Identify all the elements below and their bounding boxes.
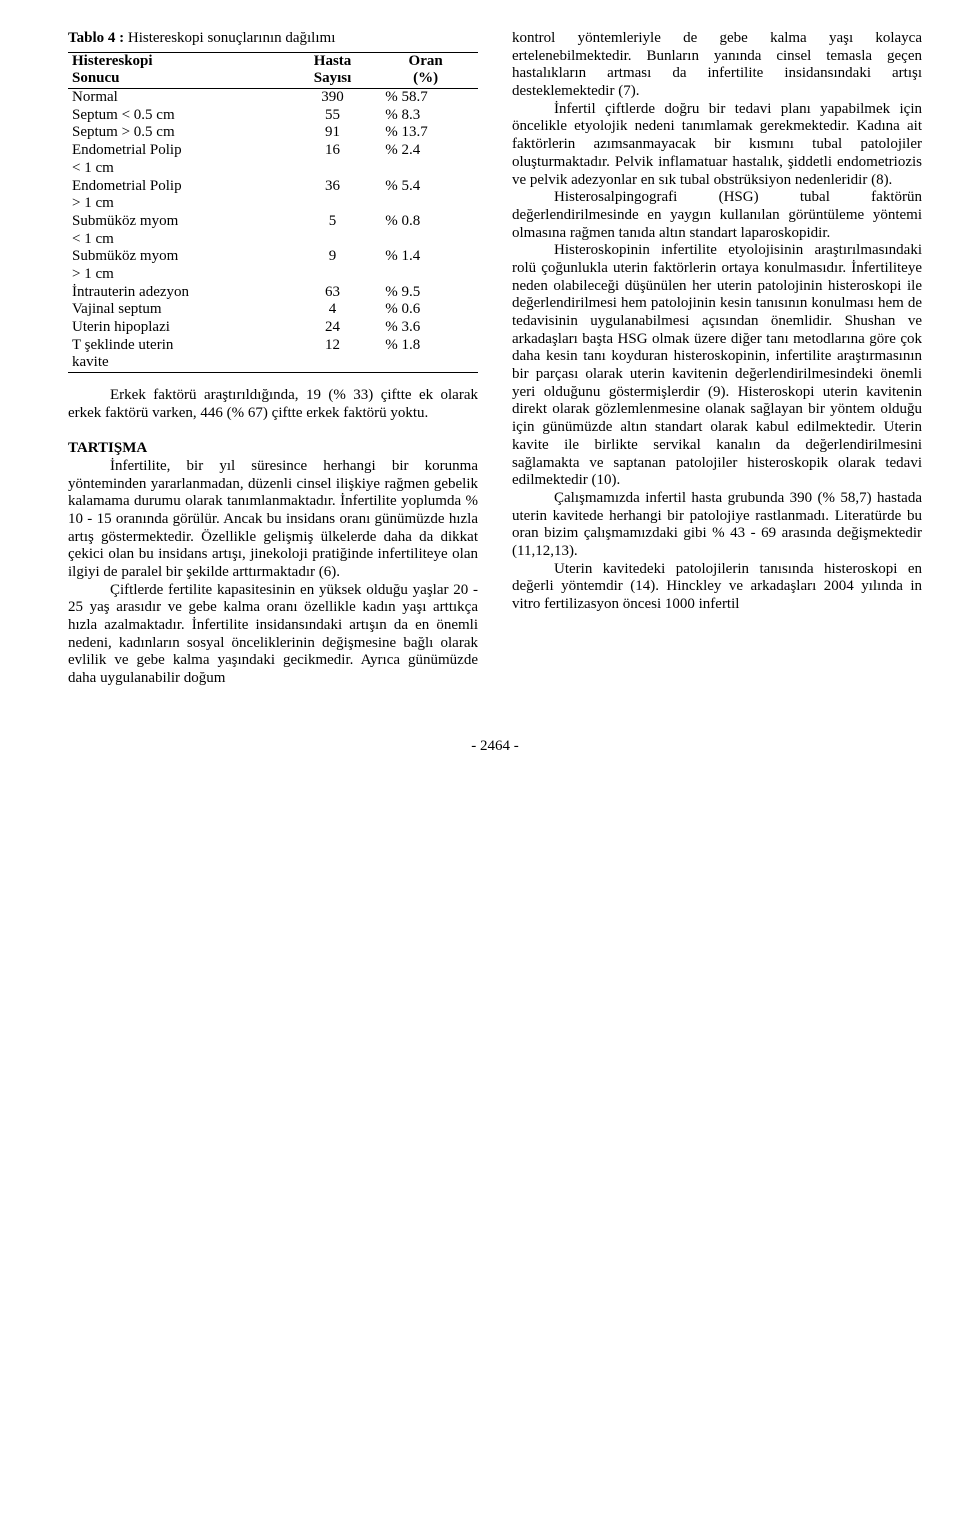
cell-label: > 1 cm [68, 195, 292, 213]
cell-label: Submüköz myom [68, 248, 292, 266]
cell-n: 12 [292, 337, 373, 355]
table-row: Septum < 0.5 cm55% 8.3 [68, 107, 478, 125]
table-row: > 1 cm [68, 266, 478, 284]
left-column: Tablo 4 : Histereskopi sonuçlarının dağı… [68, 30, 478, 688]
table-row: Submüköz myom5% 0.8 [68, 213, 478, 231]
cell-label: > 1 cm [68, 266, 292, 284]
cell-label: Normal [68, 89, 292, 107]
cell-label: Submüköz myom [68, 213, 292, 231]
cell-n [292, 160, 373, 178]
cell-pct: % 58.7 [373, 89, 478, 107]
cell-pct: % 1.4 [373, 248, 478, 266]
cell-n: 390 [292, 89, 373, 107]
right-column: kontrol yöntemleriyle de gebe kalma yaşı… [512, 30, 922, 688]
table-row: Septum > 0.5 cm91% 13.7 [68, 124, 478, 142]
cell-pct: % 0.8 [373, 213, 478, 231]
table-row: < 1 cm [68, 160, 478, 178]
cell-pct: % 8.3 [373, 107, 478, 125]
para-r2: İnfertil çiftlerde doğru bir tedavi plan… [512, 101, 922, 189]
para-r4: Histeroskopinin infertilite etyolojisini… [512, 242, 922, 490]
cell-pct [373, 231, 478, 249]
table-row: İntrauterin adezyon63% 9.5 [68, 284, 478, 302]
cell-label: Septum < 0.5 cm [68, 107, 292, 125]
th-result-1: Histereskopi [68, 53, 292, 71]
th-count-2: Sayısı [292, 70, 373, 88]
cell-n: 36 [292, 178, 373, 196]
table-row: Vajinal septum4% 0.6 [68, 301, 478, 319]
cell-n: 16 [292, 142, 373, 160]
table4: Histereskopi Hasta Oran Sonucu Sayısı (%… [68, 52, 478, 373]
table-row: Uterin hipoplazi24% 3.6 [68, 319, 478, 337]
cell-n: 63 [292, 284, 373, 302]
cell-pct: % 1.8 [373, 337, 478, 355]
table-row: T şeklinde uterin12% 1.8 [68, 337, 478, 355]
cell-n: 24 [292, 319, 373, 337]
table-row: > 1 cm [68, 195, 478, 213]
th-count-1: Hasta [292, 53, 373, 71]
cell-pct: % 3.6 [373, 319, 478, 337]
cell-pct [373, 266, 478, 284]
cell-pct [373, 354, 478, 372]
cell-pct: % 2.4 [373, 142, 478, 160]
cell-n: 55 [292, 107, 373, 125]
cell-n [292, 231, 373, 249]
cell-n [292, 266, 373, 284]
cell-label: < 1 cm [68, 231, 292, 249]
table-row: Normal390% 58.7 [68, 89, 478, 107]
para-r6: Uterin kavitedeki patolojilerin tanısınd… [512, 561, 922, 614]
table-row: Endometrial Polip16% 2.4 [68, 142, 478, 160]
cell-label: Endometrial Polip [68, 178, 292, 196]
cell-pct [373, 195, 478, 213]
table-row: Endometrial Polip36% 5.4 [68, 178, 478, 196]
table4-caption-text: Histereskopi sonuçlarının dağılımı [124, 30, 335, 46]
table4-caption: Tablo 4 : Histereskopi sonuçlarının dağı… [68, 30, 478, 48]
cell-pct [373, 160, 478, 178]
para-r3: Histerosalpingografi (HSG) tubal faktörü… [512, 189, 922, 242]
th-pct-2: (%) [373, 70, 478, 88]
cell-label: Septum > 0.5 cm [68, 124, 292, 142]
page-number: - 2464 - [68, 738, 922, 756]
cell-label: Endometrial Polip [68, 142, 292, 160]
cell-pct: % 5.4 [373, 178, 478, 196]
cell-n: 4 [292, 301, 373, 319]
cell-label: T şeklinde uterin [68, 337, 292, 355]
cell-pct: % 0.6 [373, 301, 478, 319]
table4-caption-label: Tablo 4 : [68, 30, 124, 46]
cell-n: 91 [292, 124, 373, 142]
cell-n: 9 [292, 248, 373, 266]
table-row: Submüköz myom9% 1.4 [68, 248, 478, 266]
para-l3: Çiftlerde fertilite kapasitesinin en yük… [68, 582, 478, 688]
cell-n [292, 354, 373, 372]
cell-pct: % 13.7 [373, 124, 478, 142]
para-r1: kontrol yöntemleriyle de gebe kalma yaşı… [512, 30, 922, 101]
th-result-2: Sonucu [68, 70, 292, 88]
cell-label: Vajinal septum [68, 301, 292, 319]
table-row: < 1 cm [68, 231, 478, 249]
para-erkek: Erkek faktörü araştırıldığında, 19 (% 33… [68, 387, 478, 422]
cell-n: 5 [292, 213, 373, 231]
th-pct-1: Oran [373, 53, 478, 71]
cell-label: Uterin hipoplazi [68, 319, 292, 337]
cell-n [292, 195, 373, 213]
heading-tartisma: TARTIŞMA [68, 440, 478, 458]
cell-label: < 1 cm [68, 160, 292, 178]
cell-label: İntrauterin adezyon [68, 284, 292, 302]
cell-pct: % 9.5 [373, 284, 478, 302]
cell-label: kavite [68, 354, 292, 372]
table-row: kavite [68, 354, 478, 372]
para-r5: Çalışmamızda infertil hasta grubunda 390… [512, 490, 922, 561]
para-l2: İnfertilite, bir yıl süresince herhangi … [68, 458, 478, 582]
